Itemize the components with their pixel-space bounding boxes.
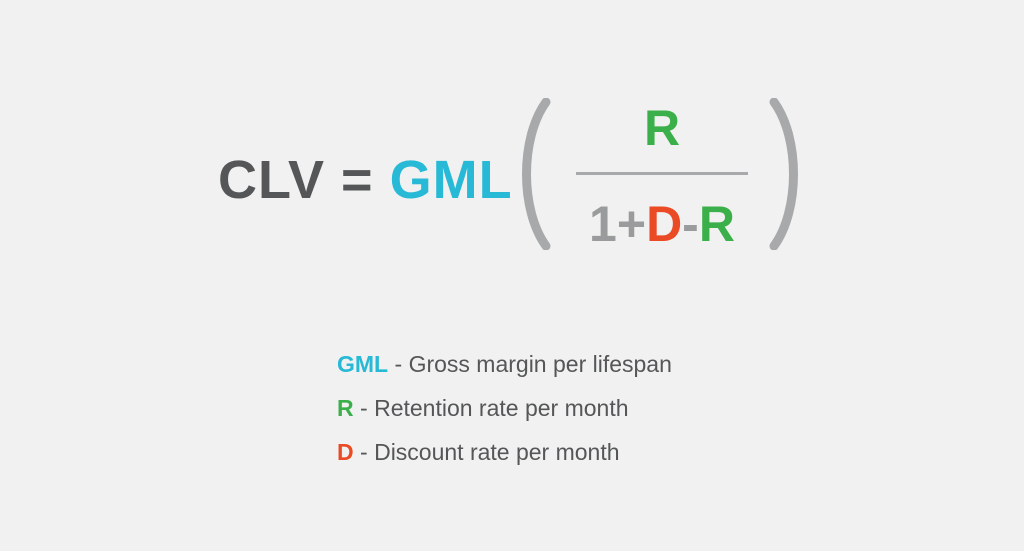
denominator-minus: - — [682, 196, 699, 252]
legend-separator: - — [353, 439, 375, 465]
gml-term: GML — [389, 150, 513, 210]
legend-item-retention: R - Retention rate per month — [337, 386, 672, 430]
legend-separator: - — [353, 395, 375, 421]
legend-key-gml: GML — [337, 351, 389, 377]
legend-text-retention: Retention rate per month — [374, 395, 629, 421]
legend-separator: - — [388, 351, 409, 377]
right-parenthesis — [769, 98, 798, 250]
fraction-bar — [576, 172, 748, 175]
denominator-r: R — [698, 196, 735, 252]
denominator-plus: + — [616, 196, 647, 252]
legend-item-discount: D - Discount rate per month — [337, 430, 672, 474]
fraction-numerator: R — [576, 102, 748, 154]
denominator-d: D — [646, 196, 683, 252]
numerator-r: R — [643, 100, 681, 156]
legend-key-r: R — [337, 395, 354, 421]
legend: GML - Gross margin per lifespan R - Rete… — [337, 342, 672, 474]
legend-text-gml: Gross margin per lifespan — [408, 351, 672, 377]
legend-item-gml: GML - Gross margin per lifespan — [337, 342, 672, 386]
clv-term: CLV — [218, 150, 325, 210]
legend-key-d: D — [337, 439, 354, 465]
left-parenthesis — [522, 98, 551, 250]
legend-text-discount: Discount rate per month — [374, 439, 620, 465]
fraction-denominator: 1+D-R — [560, 198, 764, 250]
denominator-one: 1 — [589, 196, 617, 252]
formula-lhs: CLV = GML — [218, 152, 513, 208]
equals-sign: = — [341, 150, 374, 210]
